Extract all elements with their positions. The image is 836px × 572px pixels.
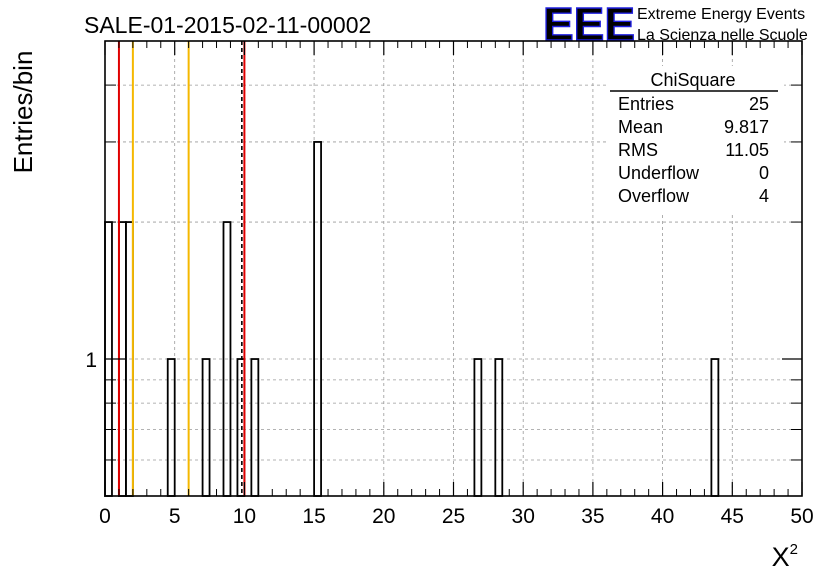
eee-logo-line1: Extreme Energy Events xyxy=(637,6,805,23)
y-tick-label: 1 xyxy=(85,349,97,372)
eee-logo-line2: La Scienza nelle Scuole xyxy=(637,27,808,44)
stats-row-value: 11.05 xyxy=(725,140,769,160)
reference-lines xyxy=(117,41,246,496)
stats-row-value: 9.817 xyxy=(724,117,769,137)
x-axis-label: X2 xyxy=(772,541,798,572)
stats-rows: Entries 25 Mean 9.817 RMS 11.05 Underflow 0 Over… xyxy=(618,94,769,206)
stats-row-label: Overflow xyxy=(618,186,690,206)
y-tick-labels: 1 xyxy=(85,349,97,372)
x-tick-label: 5 xyxy=(169,505,181,528)
x-tick-label: 10 xyxy=(233,505,256,528)
stats-box: ChiSquare Entries 25 Mean 9.817 RMS 11.05 Unde… xyxy=(606,66,784,212)
stats-row-label: Mean xyxy=(618,117,663,137)
x-tick-label: 40 xyxy=(651,505,674,528)
stats-row-value: 0 xyxy=(759,163,769,183)
stats-row-value: 4 xyxy=(759,186,769,206)
x-axis-label-superscript: 2 xyxy=(790,541,798,558)
histogram-bar xyxy=(313,141,322,497)
x-tick-label: 30 xyxy=(512,505,535,528)
axis-ticks xyxy=(104,40,803,496)
stats-row-label: RMS xyxy=(618,140,658,160)
x-tick-label: 45 xyxy=(721,505,744,528)
stats-row-value: 25 xyxy=(749,94,769,114)
chart-title: SALE-01-2015-02-11-00002 xyxy=(84,12,371,38)
x-tick-label: 0 xyxy=(99,505,111,528)
stats-row-label: Entries xyxy=(618,94,674,114)
x-tick-label: 25 xyxy=(442,505,465,528)
x-tick-label: 50 xyxy=(790,505,813,528)
stats-row-label: Underflow xyxy=(618,163,700,183)
stats-box-title: ChiSquare xyxy=(650,70,735,90)
x-tick-label: 20 xyxy=(372,505,395,528)
x-axis-label-main: X xyxy=(772,542,790,572)
x-tick-label: 15 xyxy=(302,505,325,528)
y-axis-label: Entries/bin xyxy=(8,51,38,174)
x-tick-label: 35 xyxy=(581,505,604,528)
eee-logo: EEE Extreme Energy Events La Scienza nel… xyxy=(542,0,808,51)
x-tick-labels: 0 5 10 15 20 25 30 35 40 45 50 xyxy=(99,505,814,528)
